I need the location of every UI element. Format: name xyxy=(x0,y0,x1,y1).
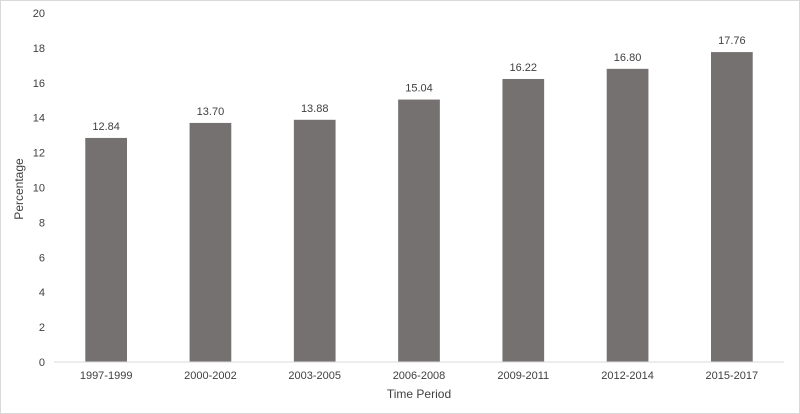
bar xyxy=(398,99,440,362)
x-tick-label: 2009-2011 xyxy=(497,370,549,382)
y-tick-label: 6 xyxy=(39,252,45,264)
x-tick-label: 2012-2014 xyxy=(601,370,654,382)
y-tick-label: 16 xyxy=(33,78,45,90)
bar xyxy=(293,119,336,362)
bar xyxy=(85,137,127,362)
bar-value-labels: 12.84 13.70 13.88 15.04 16.22 16.80 17.76 xyxy=(92,35,745,133)
bar-value-label: 17.76 xyxy=(718,35,746,47)
bar-value-label: 13.88 xyxy=(301,103,329,115)
y-axis-ticks: 0 2 4 6 8 10 12 14 16 18 20 xyxy=(33,8,45,369)
x-axis-title: Time Period xyxy=(387,387,451,401)
bar-value-label: 12.84 xyxy=(92,121,120,133)
y-tick-label: 2 xyxy=(39,322,45,334)
bar xyxy=(711,52,753,362)
y-tick-label: 12 xyxy=(33,148,45,160)
y-tick-label: 0 xyxy=(39,357,45,369)
x-tick-label: 2000-2002 xyxy=(184,370,237,382)
bar xyxy=(189,122,232,362)
y-tick-label: 14 xyxy=(33,113,45,125)
y-tick-label: 18 xyxy=(33,43,45,55)
y-axis-title: Percentage xyxy=(12,158,26,220)
y-tick-label: 8 xyxy=(39,217,45,229)
x-axis-ticks: 1997-1999 2000-2002 2003-2005 2006-2008 2009… xyxy=(80,370,758,382)
bar xyxy=(606,68,649,362)
bar-value-label: 16.80 xyxy=(614,52,642,64)
bar-value-label: 16.22 xyxy=(510,62,538,74)
bars xyxy=(85,52,753,362)
x-tick-label: 2003-2005 xyxy=(288,370,341,382)
x-tick-label: 2015-2017 xyxy=(706,370,759,382)
y-tick-label: 10 xyxy=(33,183,45,195)
bar xyxy=(502,78,545,362)
x-tick-label: 2006-2008 xyxy=(393,370,446,382)
y-tick-label: 4 xyxy=(39,287,45,299)
bar-value-label: 13.70 xyxy=(197,106,225,118)
x-tick-label: 1997-1999 xyxy=(80,370,133,382)
bar-value-label: 15.04 xyxy=(405,83,433,95)
y-tick-label: 20 xyxy=(33,8,45,20)
